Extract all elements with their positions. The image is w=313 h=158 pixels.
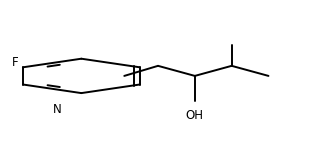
Text: OH: OH xyxy=(186,109,204,122)
Text: F: F xyxy=(12,56,19,69)
Text: N: N xyxy=(53,103,61,116)
